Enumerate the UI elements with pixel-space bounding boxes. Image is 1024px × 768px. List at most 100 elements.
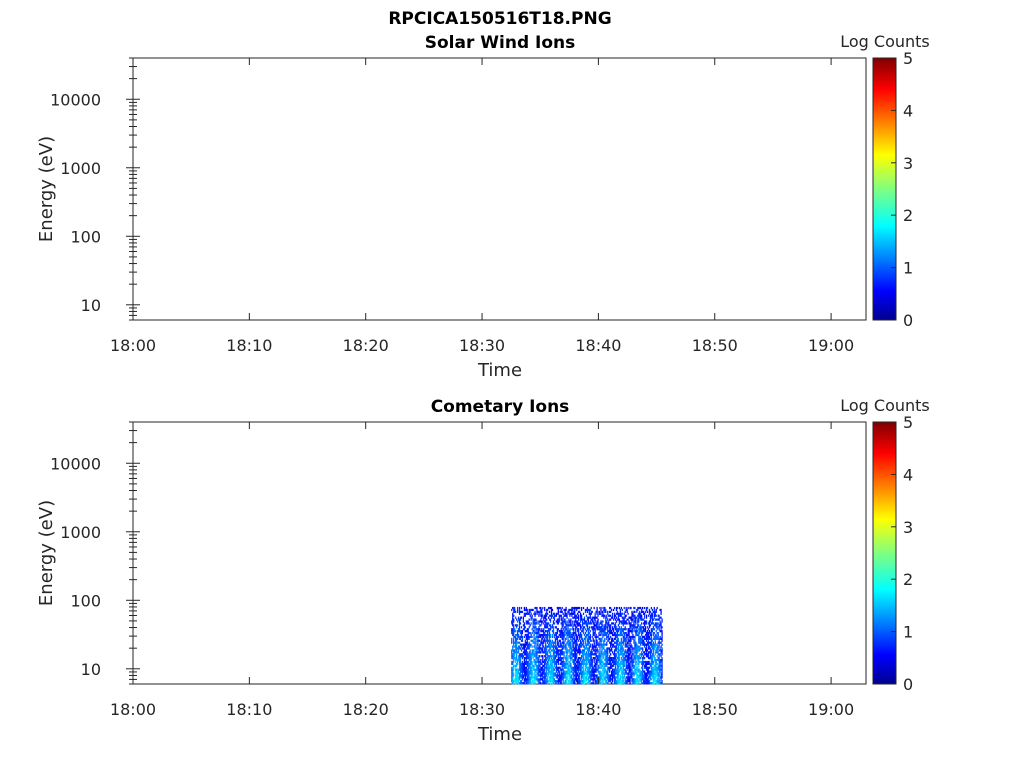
heatmap-cell xyxy=(582,622,585,625)
heatmap-cell xyxy=(632,635,634,639)
heatmap-cell xyxy=(641,616,643,619)
heatmap-cell xyxy=(613,657,616,660)
heatmap-cell xyxy=(526,610,528,614)
heatmap-cell xyxy=(650,674,653,677)
heatmap-cell xyxy=(565,626,567,629)
heatmap-cell xyxy=(514,680,516,683)
heatmap-cell xyxy=(521,678,524,681)
heatmap-cell xyxy=(661,639,663,642)
heatmap-cell xyxy=(629,630,631,633)
heatmap-cell xyxy=(548,641,551,644)
heatmap-cell xyxy=(641,680,643,683)
heatmap-cell xyxy=(606,653,608,656)
heatmap-cell xyxy=(629,637,631,640)
heatmap-cell xyxy=(647,637,650,640)
heatmap-cell xyxy=(556,680,558,683)
heatmap-cell xyxy=(586,678,589,681)
heatmap-cell xyxy=(614,672,617,675)
heatmap-cell xyxy=(543,651,545,654)
heatmap-cell xyxy=(569,641,571,644)
heatmap-cell xyxy=(607,624,609,627)
heatmap-cell xyxy=(514,651,516,654)
heatmap-cell xyxy=(578,678,580,681)
heatmap-cell xyxy=(639,657,641,660)
heatmap-cell xyxy=(525,680,527,683)
heatmap-cell xyxy=(582,643,585,646)
heatmap-cell xyxy=(598,653,600,656)
heatmap-cell xyxy=(574,641,576,644)
heatmap-cell xyxy=(572,645,574,648)
heatmap-cell xyxy=(609,651,611,654)
heatmap-cell xyxy=(566,630,568,633)
heatmap-cell xyxy=(576,626,578,629)
heatmap-cell xyxy=(567,680,569,683)
heatmap-cell xyxy=(581,680,584,683)
heatmap-cell xyxy=(581,639,584,642)
heatmap-cell xyxy=(601,682,603,685)
heatmap-cell xyxy=(660,641,662,644)
heatmap-cell xyxy=(558,674,560,677)
heatmap-cell xyxy=(512,655,514,658)
heatmap-cell xyxy=(541,672,543,675)
heatmap-cell xyxy=(613,626,616,629)
heatmap-cell xyxy=(551,649,554,652)
heatmap-cell xyxy=(526,674,528,677)
heatmap-cell xyxy=(539,647,541,650)
heatmap-cell xyxy=(517,628,520,631)
heatmap-cell xyxy=(661,649,663,652)
heatmap-cell xyxy=(575,606,577,610)
heatmap-cell xyxy=(634,668,636,671)
heatmap-cell xyxy=(517,618,520,621)
heatmap-cell xyxy=(614,655,617,658)
heatmap-cell xyxy=(523,668,526,671)
heatmap-cell xyxy=(630,643,632,646)
heatmap-cell xyxy=(600,630,602,633)
heatmap-cell xyxy=(518,676,521,679)
heatmap-cell xyxy=(569,624,571,627)
heatmap-cell xyxy=(635,655,637,658)
heatmap-cell xyxy=(572,682,574,685)
heatmap-cell xyxy=(512,647,514,650)
heatmap-cell xyxy=(522,624,525,627)
heatmap-cell xyxy=(573,672,575,675)
heatmap-cell xyxy=(617,660,620,664)
heatmap-cell xyxy=(592,678,594,681)
heatmap-cell xyxy=(577,672,579,675)
heatmap-cell xyxy=(538,620,540,623)
heatmap-cell xyxy=(570,657,572,660)
heatmap-cell xyxy=(547,660,549,664)
heatmap-cell xyxy=(612,628,615,631)
heatmap-cell xyxy=(524,612,526,615)
heatmap-cell xyxy=(526,662,528,666)
heatmap-cell xyxy=(578,610,580,614)
heatmap-cell xyxy=(634,618,636,621)
heatmap-cell xyxy=(630,666,632,669)
heatmap-cell xyxy=(548,610,551,614)
heatmap-cell xyxy=(547,626,549,629)
heatmap-cell xyxy=(626,664,628,667)
heatmap-cell xyxy=(642,657,644,660)
heatmap-cell xyxy=(654,676,656,679)
heatmap-cell xyxy=(550,645,553,648)
heatmap-cell xyxy=(515,639,518,642)
heatmap-cell xyxy=(613,678,616,681)
heatmap-cell xyxy=(649,616,652,619)
heatmap-cell xyxy=(549,639,552,642)
heatmap-cell xyxy=(553,678,556,681)
heatmap-cell xyxy=(523,645,526,648)
heatmap-cell xyxy=(531,645,533,648)
heatmap-cell xyxy=(535,647,537,650)
heatmap-cell xyxy=(615,670,618,673)
heatmap-cell xyxy=(543,639,545,642)
heatmap-cell xyxy=(520,626,523,629)
heatmap-cell xyxy=(575,658,577,662)
heatmap-cell xyxy=(659,608,661,612)
heatmap-cell xyxy=(569,639,571,642)
heatmap-cell xyxy=(639,606,641,610)
heatmap-cell xyxy=(619,682,621,685)
heatmap-cell xyxy=(590,626,592,629)
heatmap-cell xyxy=(579,680,582,683)
heatmap-cell xyxy=(628,647,630,650)
heatmap-cell xyxy=(534,672,536,675)
heatmap-cell xyxy=(650,639,653,642)
